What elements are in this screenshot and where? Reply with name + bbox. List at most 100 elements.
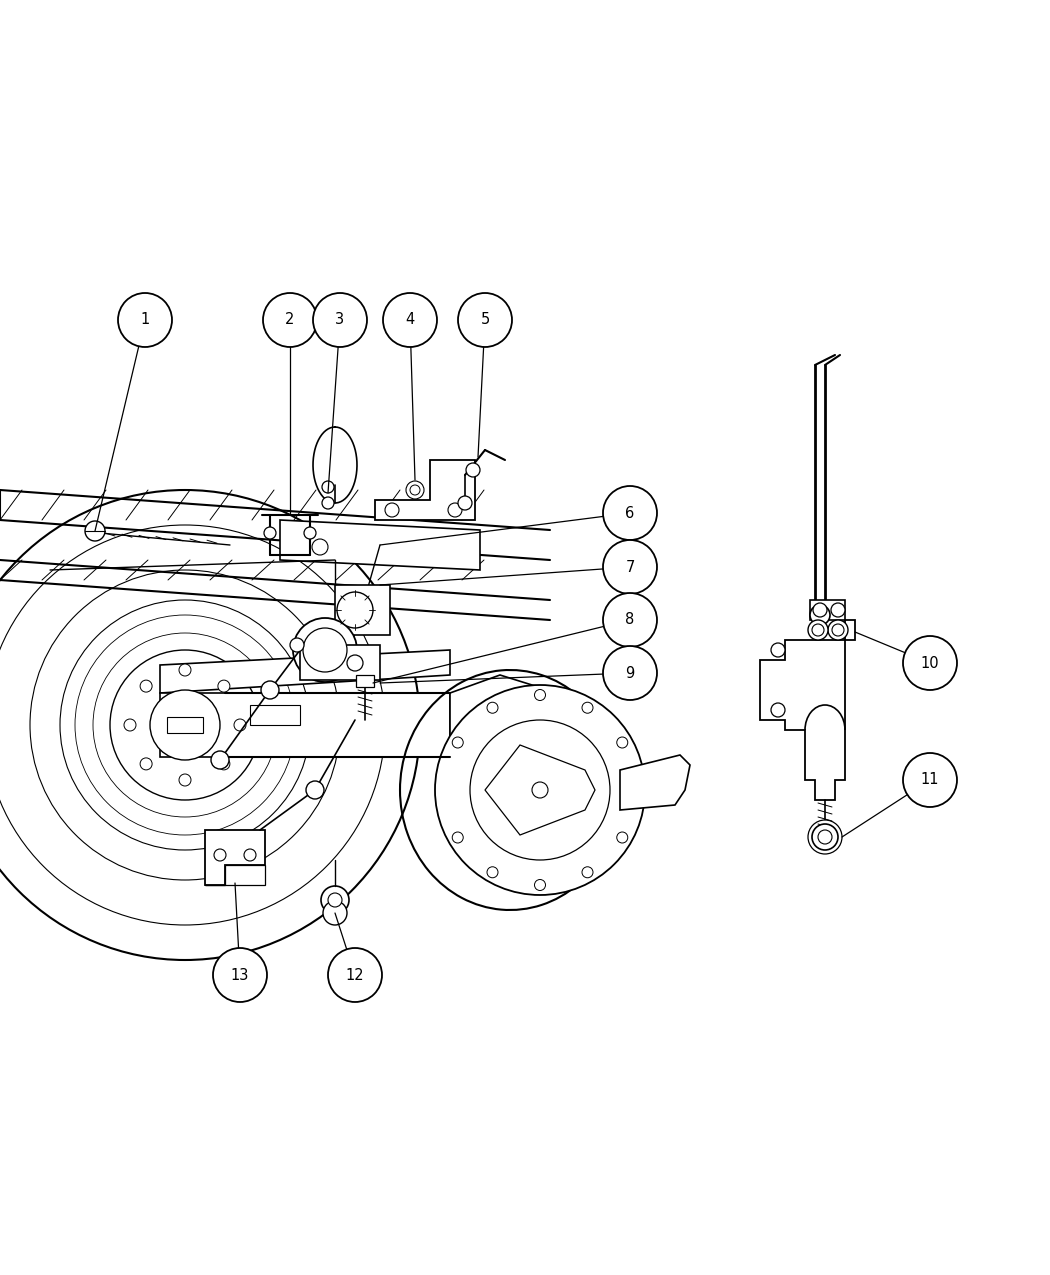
Circle shape [218,757,230,770]
Circle shape [303,629,346,672]
Text: 9: 9 [626,666,634,681]
Text: 11: 11 [921,773,940,788]
Circle shape [290,638,304,652]
Polygon shape [205,830,265,885]
Circle shape [328,892,342,907]
Circle shape [150,690,220,760]
Circle shape [264,527,276,539]
Circle shape [818,830,832,844]
Circle shape [534,690,546,700]
Text: 8: 8 [626,612,634,627]
Circle shape [383,293,437,347]
Circle shape [410,484,420,495]
Circle shape [810,606,830,625]
Circle shape [808,820,842,854]
Circle shape [214,849,226,861]
Circle shape [582,703,593,713]
Circle shape [110,650,260,799]
Circle shape [903,754,957,807]
Circle shape [813,603,827,617]
Bar [167,717,203,733]
Circle shape [328,949,382,1002]
Text: 13: 13 [231,968,249,983]
Circle shape [0,490,420,960]
Circle shape [124,719,136,731]
Circle shape [323,901,346,924]
Circle shape [771,643,785,657]
Polygon shape [205,864,265,885]
Circle shape [831,603,845,617]
Circle shape [582,867,593,877]
Circle shape [30,570,340,880]
Circle shape [603,541,657,594]
Circle shape [470,720,610,861]
Bar [356,674,374,687]
Circle shape [532,782,548,798]
Circle shape [812,623,824,636]
Circle shape [616,737,628,748]
Circle shape [616,833,628,843]
Circle shape [603,486,657,541]
Circle shape [337,592,373,629]
Circle shape [771,703,785,717]
Circle shape [828,620,848,640]
Circle shape [213,949,267,1002]
Polygon shape [810,601,845,620]
Circle shape [832,623,844,636]
Circle shape [448,504,462,516]
Text: 3: 3 [335,312,344,328]
Circle shape [603,593,657,646]
Bar [335,585,390,635]
Text: 1: 1 [141,312,149,328]
Circle shape [487,703,498,713]
Circle shape [487,867,498,877]
Circle shape [312,539,328,555]
Circle shape [118,293,172,347]
Circle shape [322,481,334,493]
Circle shape [218,680,230,692]
Circle shape [385,504,399,516]
Circle shape [261,681,279,699]
Text: 5: 5 [480,312,489,328]
Circle shape [211,751,229,769]
Circle shape [812,824,838,850]
Circle shape [140,680,152,692]
Circle shape [453,833,463,843]
Polygon shape [160,650,450,694]
Circle shape [262,293,317,347]
Text: 6: 6 [626,505,634,520]
Circle shape [903,636,957,690]
Polygon shape [160,694,450,757]
Polygon shape [375,460,475,520]
Bar [300,645,380,680]
Text: 4: 4 [405,312,415,328]
Circle shape [178,774,191,785]
Circle shape [306,782,324,799]
Circle shape [304,527,316,539]
Circle shape [458,293,512,347]
Polygon shape [620,755,690,810]
Polygon shape [280,520,480,570]
Circle shape [534,880,546,890]
Circle shape [244,849,256,861]
Text: 7: 7 [626,560,634,575]
Circle shape [346,655,363,671]
Text: 2: 2 [286,312,295,328]
Circle shape [293,618,357,682]
Bar [250,705,300,725]
Circle shape [435,685,645,895]
Circle shape [60,601,310,850]
Circle shape [313,293,367,347]
Text: 10: 10 [921,655,940,671]
Circle shape [0,525,385,924]
Circle shape [458,496,472,510]
Text: 12: 12 [345,968,364,983]
Polygon shape [450,674,620,840]
Polygon shape [485,745,595,835]
Circle shape [178,664,191,676]
Polygon shape [760,620,855,799]
Circle shape [234,719,246,731]
Circle shape [603,646,657,700]
Circle shape [322,497,334,509]
Circle shape [406,481,424,499]
